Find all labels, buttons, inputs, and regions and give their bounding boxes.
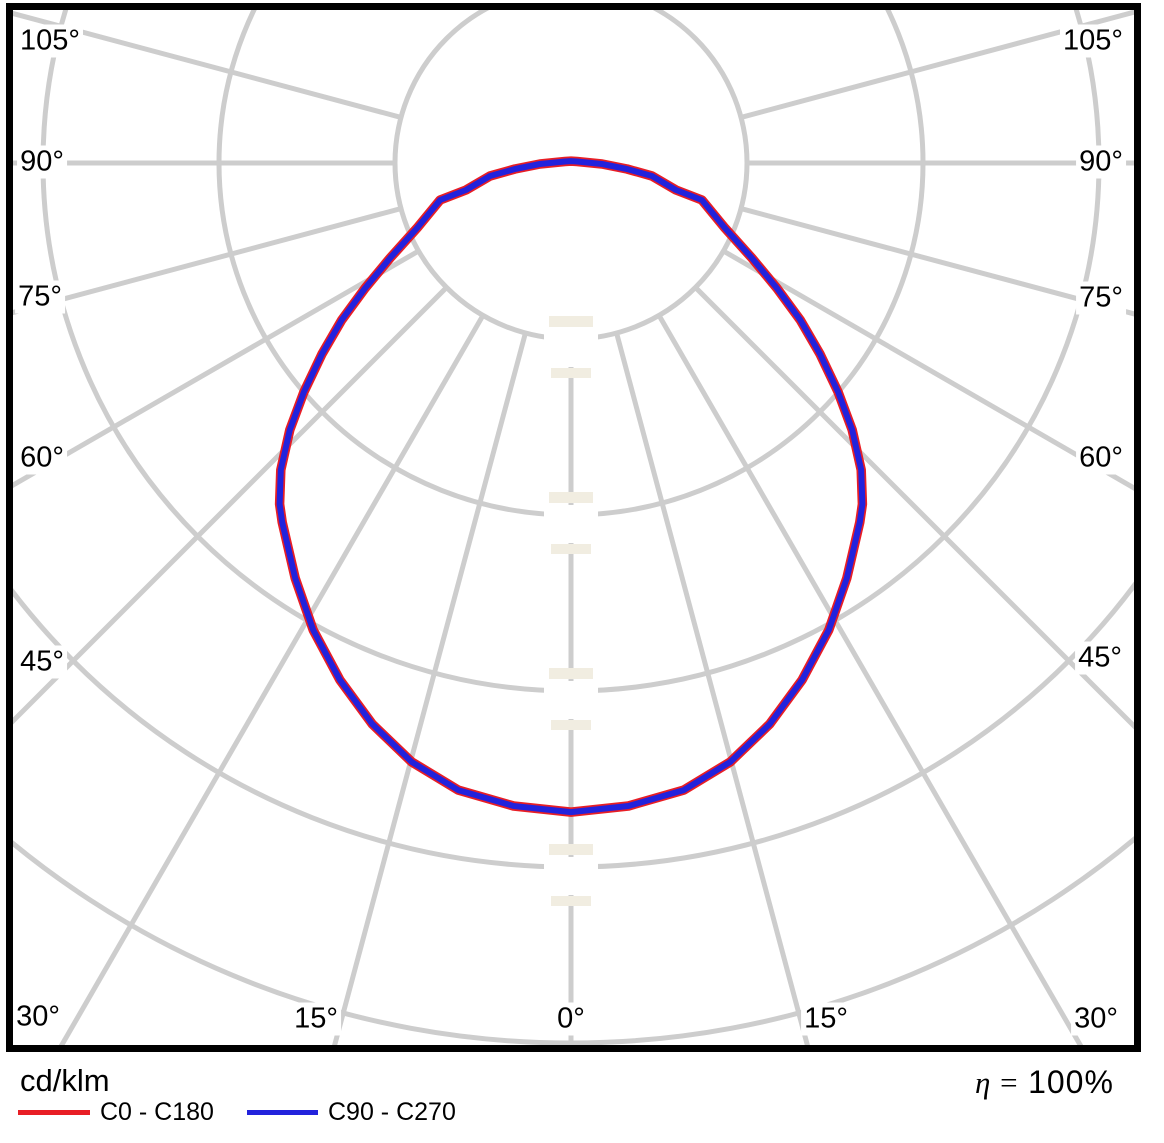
angle-tick-label: 60° xyxy=(17,441,67,475)
angle-tick-label: 75° xyxy=(15,280,65,314)
c0-c180-line-swatch xyxy=(18,1110,90,1116)
angle-tick-label: 105° xyxy=(17,24,83,58)
angle-tick-label: 75° xyxy=(1076,281,1126,315)
efficiency-value: 100% xyxy=(1028,1064,1114,1100)
angle-tick-label: 0° xyxy=(554,1002,588,1036)
angle-tick-label: 60° xyxy=(1076,441,1126,475)
angle-tick-label: 30° xyxy=(1071,1002,1121,1036)
angle-tick-label: 30° xyxy=(13,1000,63,1034)
angle-tick-label: 45° xyxy=(1075,641,1125,675)
units-label: cd/klm xyxy=(20,1063,110,1098)
legend-item-c0-c180: C0 - C180 xyxy=(18,1098,214,1127)
angle-tick-label: 15° xyxy=(801,1002,851,1036)
angle-tick-label: 90° xyxy=(17,145,67,179)
efficiency-readout: η = 100% xyxy=(975,1064,1114,1101)
c90-c270-line-swatch xyxy=(247,1110,318,1116)
legend-item-c90-c270: C90 - C270 xyxy=(247,1098,456,1127)
efficiency-symbol: η = xyxy=(975,1065,1020,1100)
legend-label-c0-c180: C0 - C180 xyxy=(100,1098,214,1126)
angle-tick-label: 45° xyxy=(17,645,67,679)
legend-label-c90-c270: C90 - C270 xyxy=(328,1098,456,1126)
angle-tick-label: 90° xyxy=(1076,145,1126,179)
angle-tick-label: 105° xyxy=(1060,24,1126,58)
angle-tick-label: 15° xyxy=(291,1002,341,1036)
